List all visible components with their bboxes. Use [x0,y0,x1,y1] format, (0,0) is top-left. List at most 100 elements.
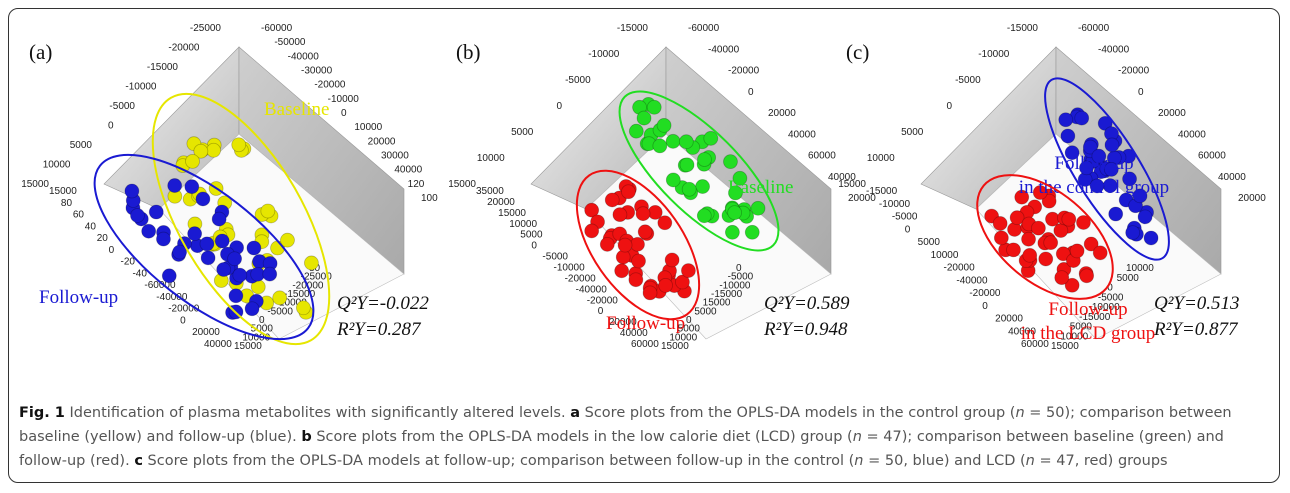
score-point [195,191,211,207]
panel: -15000-10000-5000050001000015000-60000-4… [448,23,876,352]
score-point [1083,236,1099,252]
axis-tick-label: -25000 [301,272,333,283]
r2y-stat: R²Y=0.287 [336,319,422,340]
score-point [993,230,1009,246]
confidence-ellipse [93,153,315,341]
score-point [1104,137,1120,153]
score-point [199,236,215,252]
score-point [617,237,633,253]
axis-tick-label: 80 [61,198,73,209]
axis-tick-label: -10000 [588,49,620,60]
axis-tick-label: -15000 [147,62,179,73]
axis-tick-label: -5000 [267,306,293,317]
score-point [1108,206,1124,222]
axis-tick-label: -30000 [301,66,333,77]
caption-text: Fig. 1 [19,405,65,421]
confidence-ellipse [1044,77,1170,261]
axis-tick-label: 40000 [788,129,816,140]
axis-tick-label: 40000 [1218,172,1246,183]
axis-tick-label: 40000 [620,328,648,339]
axis-tick-label: 120 [408,179,425,190]
score-point [1125,225,1141,241]
score-point [1137,209,1153,225]
panel: -25000-20000-15000-10000-500005000100001… [21,23,438,352]
score-point [187,226,203,242]
r2y-stat: R²Y=0.948 [763,319,848,340]
score-point [665,133,681,149]
q2y-stat: Q²Y=0.513 [1154,293,1240,314]
score-point [992,216,1008,231]
score-point [681,263,696,278]
score-point [295,300,311,316]
axis-tick-label: -20000 [1118,66,1150,77]
axis-tick-label: 60000 [1021,339,1049,350]
score-point [1091,148,1107,164]
score-point [1097,115,1113,131]
axis-tick-label: -5000 [542,252,568,263]
score-point [1122,171,1137,187]
axis-tick-label: -50000 [274,37,306,48]
confidence-ellipse [575,169,701,321]
score-point [184,179,200,195]
score-point [1022,247,1038,263]
score-point [206,142,221,158]
axis-tick-label: -40000 [576,284,608,295]
axis-tick-label: 0 [748,87,754,98]
score-point [646,99,662,115]
score-point [156,231,171,247]
score-point [262,266,278,282]
axis-tick-label: -10000 [125,82,157,93]
axis-tick-label: -10000 [328,94,360,105]
score-point [621,184,636,200]
axis-tick-label: 10000 [1126,263,1154,274]
axis-tick-label: -40000 [156,292,188,303]
caption-text: n [854,453,864,469]
axis-tick-label: -60000 [688,23,720,34]
score-point [642,285,658,301]
group-label: Baseline [728,177,793,198]
axis-tick-label: -20000 [168,43,200,54]
axis-tick-label: 5000 [901,127,924,138]
caption-text: c [134,453,143,469]
score-point [1092,245,1108,261]
axis-tick-label: 5000 [511,127,534,138]
axis-tick-label: 35000 [476,186,504,197]
score-point [1064,277,1080,293]
axis-tick-label: 15000 [498,208,526,219]
score-point [1038,251,1054,267]
group-label: Follow-up [606,313,685,334]
axis-tick-label: 20000 [1238,193,1266,204]
caption: Fig. 1 Identification of plasma metaboli… [19,401,1264,473]
score-point [628,123,644,139]
score-point [227,251,243,267]
axis-tick-label: -15000 [711,289,743,300]
axis-tick-label: 20000 [192,327,220,338]
axis-tick-label: -25000 [190,23,222,34]
axis-tick-label: 0 [259,315,265,326]
score-point [1054,270,1070,286]
score-point [696,208,712,224]
axis-tick-label: 10000 [43,160,71,171]
q2y-stat: Q²Y=-0.022 [337,293,429,314]
score-point [681,181,697,197]
axis-tick-label: -5000 [728,272,754,283]
score-point [1061,211,1077,227]
group-label: Follow-up [1048,299,1127,320]
score-point [1043,235,1059,251]
score-point [604,192,620,208]
score-point [727,205,743,221]
caption-text: n [1025,453,1035,469]
group-label: in the control group [1019,177,1169,198]
axis-tick-label: 0 [686,315,692,326]
axis-tick-label: 20000 [995,314,1023,325]
score-point [211,211,227,227]
caption-text: b [301,429,312,445]
q2y-stat: Q²Y=0.589 [764,293,850,314]
axis-tick-label: 15000 [448,179,476,190]
axis-tick-label: 40 [85,221,97,232]
caption-text: Score plots from the OPLS-DA models at f… [142,453,855,469]
score-point [232,267,248,283]
axis-tick-label: 40000 [1008,326,1036,337]
score-point [280,232,295,248]
score-point [599,236,615,252]
